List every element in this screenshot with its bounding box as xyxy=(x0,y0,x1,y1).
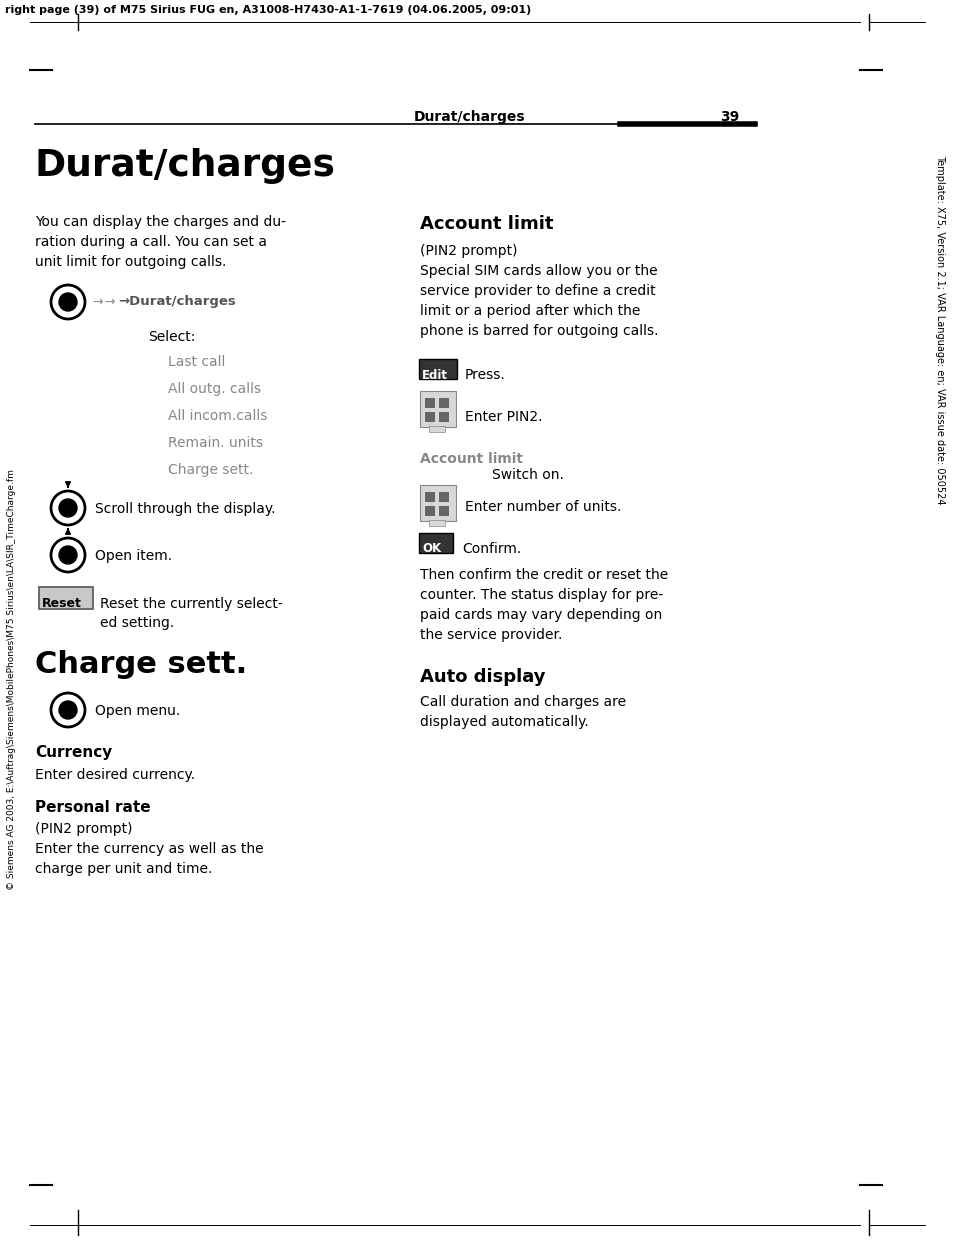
Text: Reset the currently select-
ed setting.: Reset the currently select- ed setting. xyxy=(100,597,282,630)
Bar xyxy=(424,412,435,422)
Text: Account limit: Account limit xyxy=(419,452,522,466)
Bar xyxy=(424,492,435,502)
Bar xyxy=(438,492,449,502)
Text: Then confirm the credit or reset the
counter. The status display for pre-
paid c: Then confirm the credit or reset the cou… xyxy=(419,568,667,642)
Text: Press.: Press. xyxy=(464,368,505,383)
Text: You can display the charges and du-
ration during a call. You can set a
unit lim: You can display the charges and du- rati… xyxy=(35,216,286,269)
Text: Open item.: Open item. xyxy=(95,549,172,563)
Circle shape xyxy=(59,293,77,312)
Text: © Siemens AG 2003, E:\Auftrag\Siemens\MobilePhones\M75 Sirius\en\LA\SIR_TimeChar: © Siemens AG 2003, E:\Auftrag\Siemens\Mo… xyxy=(8,470,16,891)
Text: Reset: Reset xyxy=(42,597,82,611)
Text: Switch on.: Switch on. xyxy=(492,468,563,482)
Text: Scroll through the display.: Scroll through the display. xyxy=(95,502,275,516)
Text: →Durat/charges: →Durat/charges xyxy=(118,295,235,308)
Text: Currency: Currency xyxy=(35,745,112,760)
Text: Charge sett.: Charge sett. xyxy=(168,464,253,477)
Text: right page (39) of M75 Sirius FUG en, A31008-H7430-A1-1-7619 (04.06.2005, 09:01): right page (39) of M75 Sirius FUG en, A3… xyxy=(5,5,531,15)
Text: Last call: Last call xyxy=(168,355,225,369)
Text: Charge sett.: Charge sett. xyxy=(35,650,247,679)
Text: 39: 39 xyxy=(720,110,739,125)
Text: →: → xyxy=(104,297,114,309)
Text: Auto display: Auto display xyxy=(419,668,545,687)
Text: →: → xyxy=(91,297,102,309)
Circle shape xyxy=(59,546,77,564)
Text: All incom.calls: All incom.calls xyxy=(168,409,267,422)
Text: Special SIM cards allow you or the
service provider to define a credit
limit or : Special SIM cards allow you or the servi… xyxy=(419,264,658,338)
Text: All outg. calls: All outg. calls xyxy=(168,383,261,396)
FancyBboxPatch shape xyxy=(419,391,456,427)
Text: Confirm.: Confirm. xyxy=(461,542,520,556)
Text: Durat/charges: Durat/charges xyxy=(35,148,335,184)
Text: Enter desired currency.: Enter desired currency. xyxy=(35,768,195,782)
Text: Enter the currency as well as the
charge per unit and time.: Enter the currency as well as the charge… xyxy=(35,842,263,876)
Bar xyxy=(424,506,435,516)
Text: OK: OK xyxy=(421,542,440,554)
Bar xyxy=(424,397,435,407)
Text: Durat/charges: Durat/charges xyxy=(414,110,525,125)
FancyBboxPatch shape xyxy=(419,485,456,521)
Text: Enter PIN2.: Enter PIN2. xyxy=(464,410,542,424)
Text: Open menu.: Open menu. xyxy=(95,704,180,718)
Bar xyxy=(438,397,449,407)
Text: Select:: Select: xyxy=(148,330,195,344)
Text: Edit: Edit xyxy=(421,369,448,383)
Circle shape xyxy=(59,498,77,517)
Text: Call duration and charges are
displayed automatically.: Call duration and charges are displayed … xyxy=(419,695,625,729)
Bar xyxy=(429,426,444,432)
Text: (PIN2 prompt): (PIN2 prompt) xyxy=(419,244,517,258)
Text: Template: X75, Version 2.1; VAR Language: en; VAR issue date: 050524: Template: X75, Version 2.1; VAR Language… xyxy=(934,156,944,505)
Text: Account limit: Account limit xyxy=(419,216,553,233)
Text: (PIN2 prompt): (PIN2 prompt) xyxy=(35,822,132,836)
FancyBboxPatch shape xyxy=(39,587,92,609)
Bar xyxy=(438,412,449,422)
Text: Enter number of units.: Enter number of units. xyxy=(464,500,620,515)
Circle shape xyxy=(59,701,77,719)
Text: Remain. units: Remain. units xyxy=(168,436,263,450)
Bar xyxy=(438,506,449,516)
FancyBboxPatch shape xyxy=(418,359,456,379)
Bar xyxy=(429,520,444,526)
Text: Personal rate: Personal rate xyxy=(35,800,151,815)
FancyBboxPatch shape xyxy=(418,533,453,553)
